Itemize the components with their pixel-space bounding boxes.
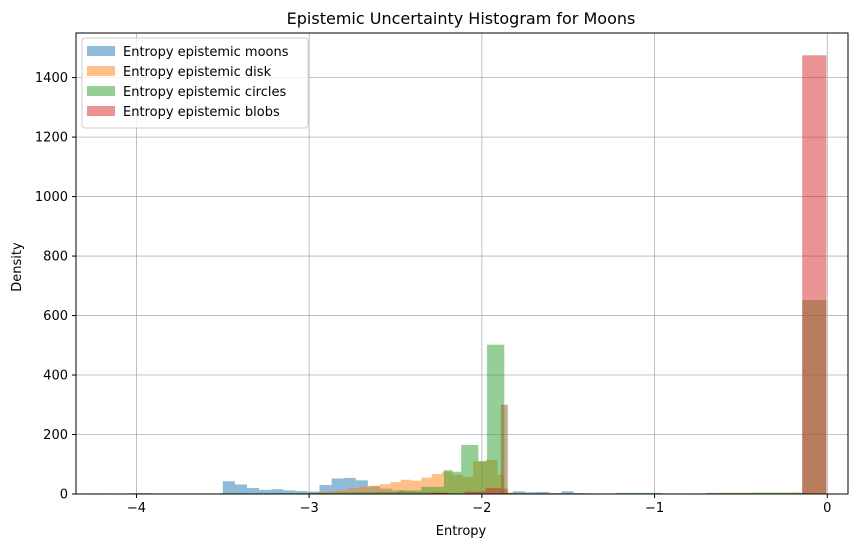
bars bbox=[84, 55, 827, 494]
histogram-bar-series-0 bbox=[561, 491, 574, 494]
histogram-bar-series-2 bbox=[421, 486, 444, 494]
legend-label: Entropy epistemic moons bbox=[123, 45, 289, 60]
histogram-bar-series-1 bbox=[348, 488, 360, 494]
overlap-bar bbox=[802, 300, 827, 494]
legend: Entropy epistemic moons Entropy epistemic… bbox=[81, 37, 309, 129]
histogram-bar-series-0 bbox=[307, 491, 320, 494]
histogram-bar-series-0 bbox=[222, 481, 235, 494]
legend-label: Entropy epistemic disk bbox=[123, 65, 272, 80]
y-tick-label: 1200 bbox=[35, 131, 68, 146]
histogram-bar-series-1 bbox=[400, 479, 412, 494]
histogram-bar-series-1 bbox=[390, 482, 401, 494]
histogram-bar-series-0 bbox=[512, 491, 526, 494]
histogram-bar-series-0 bbox=[259, 489, 272, 494]
histogram-bar-series-0 bbox=[234, 484, 247, 494]
axes bbox=[75, 32, 849, 495]
histogram-bar-series-0 bbox=[271, 489, 284, 494]
histogram-bar-series-3 bbox=[464, 491, 486, 494]
histogram-bar-series-0 bbox=[246, 488, 260, 494]
y-tick-label: 0 bbox=[60, 488, 68, 503]
x-axis-label: Entropy bbox=[436, 524, 487, 539]
histogram-bar-series-2 bbox=[616, 492, 662, 494]
histogram-bar-series-2 bbox=[309, 492, 332, 494]
histogram-bar-series-2 bbox=[478, 461, 488, 494]
y-tick-label: 1400 bbox=[35, 71, 68, 86]
histogram-bar-series-1 bbox=[421, 477, 432, 494]
overlap-bar bbox=[500, 404, 508, 494]
histogram-bar-series-3 bbox=[485, 488, 501, 494]
y-tick-label: 400 bbox=[43, 369, 68, 384]
histogram-bar-series-1 bbox=[338, 490, 349, 494]
histogram-bar-series-2 bbox=[751, 492, 797, 494]
x-tick-label: −4 bbox=[127, 501, 146, 516]
legend-swatch bbox=[87, 86, 115, 96]
x-tick-label: 0 bbox=[823, 501, 831, 516]
histogram-bar-series-0 bbox=[525, 492, 538, 494]
legend-label: Entropy epistemic circles bbox=[123, 85, 287, 100]
ticks: −4 −3 −2 −1 0 0 200 400 600 800 1000 1200 1400 bbox=[35, 71, 832, 516]
histogram-bar-series-0 bbox=[537, 491, 550, 494]
plot-frame bbox=[75, 32, 849, 495]
histogram-bar-series-3 bbox=[430, 492, 448, 494]
legend-swatch bbox=[87, 106, 115, 116]
histogram-bar-series-0 bbox=[319, 485, 332, 494]
legend-swatch bbox=[87, 66, 115, 76]
histogram-bar-series-2 bbox=[461, 444, 479, 494]
chart-title: Epistemic Uncertainty Histogram for Moon… bbox=[287, 9, 636, 28]
histogram-bar-series-2 bbox=[376, 491, 399, 494]
legend-swatch bbox=[87, 46, 115, 56]
histogram-bar-series-1 bbox=[431, 474, 443, 494]
histogram-bar-series-2 bbox=[443, 470, 453, 494]
histogram-bar-series-1 bbox=[379, 484, 391, 494]
legend-box bbox=[81, 37, 309, 129]
x-tick-label: −1 bbox=[645, 501, 664, 516]
histogram-bar-series-2 bbox=[452, 471, 462, 494]
histogram-bar-series-0 bbox=[283, 490, 296, 494]
legend-label: Entropy epistemic blobs bbox=[123, 105, 280, 120]
histogram-bar-series-0 bbox=[295, 491, 308, 494]
histogram-bar-series-2 bbox=[354, 492, 377, 494]
histogram-bar-series-2 bbox=[487, 344, 505, 494]
histogram-bar-series-1 bbox=[359, 486, 370, 494]
y-tick-label: 200 bbox=[43, 428, 68, 443]
y-tick-label: 800 bbox=[43, 250, 68, 265]
histogram-bar-series-2 bbox=[331, 492, 355, 494]
y-tick-label: 600 bbox=[43, 309, 68, 324]
y-axis-label: Density bbox=[10, 242, 25, 292]
y-tick-label: 1000 bbox=[35, 190, 68, 205]
histogram-bar-series-1 bbox=[317, 491, 329, 494]
histogram-bar-series-2 bbox=[398, 490, 422, 494]
histogram-bar-series-1 bbox=[369, 485, 380, 494]
histogram-bar-series-1 bbox=[411, 480, 422, 494]
histogram-bar-series-2 bbox=[706, 492, 752, 494]
x-tick-label: −3 bbox=[300, 501, 319, 516]
x-tick-label: −2 bbox=[472, 501, 491, 516]
